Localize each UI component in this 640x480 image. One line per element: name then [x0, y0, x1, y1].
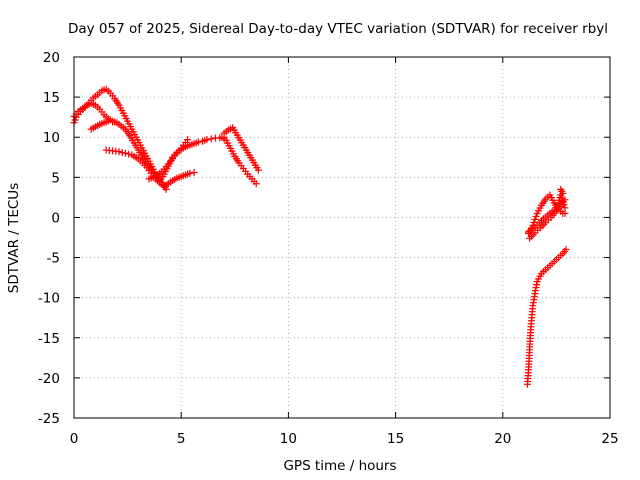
series-arc-4: [102, 146, 198, 190]
data-point-marker: [203, 136, 211, 144]
data-point-marker: [531, 215, 539, 223]
data-point-marker: [190, 169, 198, 177]
data-point-marker: [115, 148, 123, 156]
series-arc-13: [557, 185, 567, 197]
series-arc-6: [145, 136, 192, 183]
y-tick-label: -20: [38, 371, 60, 387]
data-point-marker: [558, 194, 566, 202]
data-point-marker: [186, 169, 194, 177]
data-point-marker: [252, 180, 260, 188]
x-tick-label: 20: [494, 431, 511, 447]
series-arc-3: [87, 117, 117, 133]
chart-title: Day 057 of 2025, Sidereal Day-to-day VTE…: [68, 21, 608, 37]
series-arc-9: [523, 246, 570, 388]
x-tick-label: 10: [280, 431, 297, 447]
y-tick-label: -15: [38, 331, 60, 347]
axis-ticks: 0 5 10 15 20 25 -25 -20 -15 -10 -5 0 5 10 15 20: [38, 50, 619, 447]
data-point-marker: [121, 149, 129, 157]
data-point-marker: [561, 204, 569, 212]
x-axis-label: GPS time / hours: [283, 458, 396, 474]
data-point-marker: [125, 150, 133, 158]
y-tick-label: -5: [47, 251, 60, 267]
y-tick-label: -10: [38, 291, 60, 307]
y-tick-label: 5: [51, 170, 60, 186]
x-tick-label: 0: [70, 431, 79, 447]
data-point-marker: [104, 117, 112, 125]
data-points: [70, 85, 570, 388]
data-point-marker: [254, 166, 262, 174]
y-axis-label: SDTVAR / TECUs: [6, 183, 22, 293]
series-arc-8: [220, 124, 262, 174]
y-tick-label: 0: [51, 210, 60, 226]
series-arc-7: [218, 133, 260, 188]
y-tick-label: 20: [43, 50, 60, 66]
y-tick-label: 10: [43, 130, 60, 146]
data-point-marker: [532, 212, 540, 220]
data-point-marker: [561, 196, 569, 204]
y-tick-label: 15: [43, 90, 60, 106]
data-point-marker: [184, 136, 192, 144]
y-tick-label: -25: [38, 411, 60, 427]
series-arc-12: [526, 196, 569, 242]
x-tick-label: 25: [601, 431, 618, 447]
data-point-marker: [207, 135, 215, 143]
data-point-marker: [194, 138, 202, 146]
data-point-marker: [562, 246, 570, 254]
data-point-marker: [109, 118, 117, 126]
grid-lines: [74, 57, 610, 418]
data-point-marker: [559, 189, 567, 197]
data-point-marker: [118, 148, 126, 156]
x-tick-label: 15: [387, 431, 404, 447]
plot-frame: [73, 56, 611, 419]
x-tick-label: 5: [177, 431, 186, 447]
